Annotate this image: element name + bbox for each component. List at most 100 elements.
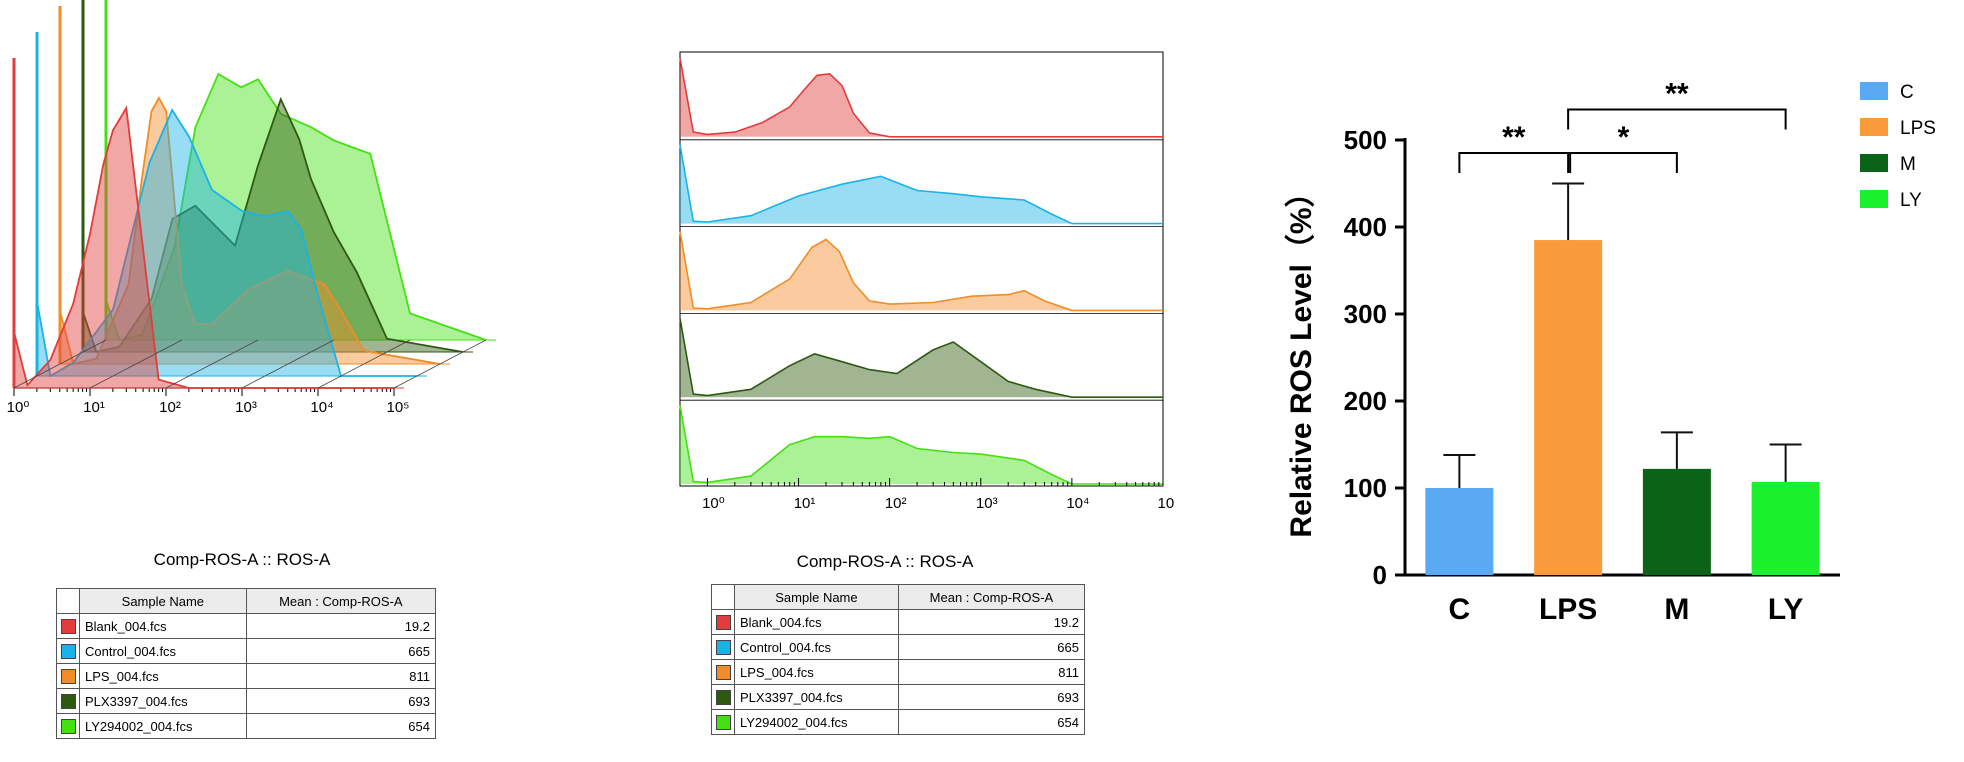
- x-tick-label: 10⁴: [1066, 495, 1089, 512]
- flow-3d-x-axis-label: Comp-ROS-A :: ROS-A: [153, 550, 331, 569]
- sample-mean: 665: [245, 638, 437, 664]
- histogram-fill: [60, 98, 440, 364]
- table-row: PLX3397_004.fcs 693: [56, 688, 437, 714]
- x-tick-label: 10²: [159, 399, 181, 416]
- histogram-fill: [14, 108, 394, 388]
- sample-mean: 811: [245, 663, 437, 689]
- table-row: LPS_004.fcs 811: [56, 663, 437, 689]
- floor-grid-line: [393, 339, 487, 389]
- sample-mean: 665: [897, 634, 1086, 660]
- color-swatch: [60, 694, 76, 710]
- row-fill: [680, 144, 1163, 224]
- flow-3d-panel: 10⁰ 10¹ 10² 10³ 10⁴ 10⁵ Comp-ROS-A :: ROS-A S…: [0, 0, 640, 757]
- bar-LY: [1751, 481, 1820, 575]
- color-swatch: [715, 665, 731, 681]
- table-header-2: Mean : Comp-ROS-A: [245, 588, 437, 614]
- table-header-1: Sample Name: [79, 588, 247, 614]
- bar-LPS: [1534, 240, 1603, 576]
- significance-label: **: [1502, 121, 1526, 154]
- row-color-cell: [711, 609, 735, 635]
- y-tick-label: 100: [1344, 473, 1387, 503]
- row-color-cell: [711, 709, 735, 735]
- sample-name: Blank_004.fcs: [734, 609, 899, 635]
- histogram-outline: [59, 96, 441, 366]
- histogram-layer-3: [81, 0, 473, 354]
- table-header-row: Sample Name Mean : Comp-ROS-A: [711, 584, 1086, 610]
- legend-swatch-LPS: [1860, 118, 1888, 136]
- row-outline: [679, 144, 1163, 225]
- stacked-row-1: [679, 144, 1163, 225]
- row-outline: [679, 57, 1163, 138]
- histogram-layer-2: [58, 6, 450, 366]
- row-color-cell: [56, 613, 80, 639]
- row-fill: [680, 405, 1163, 484]
- x-tick-label: 10⁵: [1158, 495, 1175, 512]
- histogram-outline: [82, 96, 464, 354]
- sample-mean: 693: [897, 684, 1086, 710]
- color-swatch: [715, 715, 731, 731]
- stacked-row-2: [679, 231, 1163, 312]
- stacked-row-3: [679, 318, 1163, 398]
- flow-stacked-panel: 10⁰ 10¹ 10² 10³ 10⁴ 10⁵ Comp-ROS-A :: ROS-A S…: [655, 0, 1180, 757]
- row-color-cell: [56, 663, 80, 689]
- table-row: Control_004.fcs 665: [711, 634, 1086, 660]
- x-tick-label: 10³: [976, 495, 998, 512]
- y-tick-label: 500: [1344, 125, 1387, 155]
- bar-C: [1425, 488, 1494, 575]
- color-swatch: [60, 619, 76, 635]
- color-swatch: [60, 669, 76, 685]
- table-header-row: Sample Name Mean : Comp-ROS-A: [56, 588, 437, 614]
- sample-name: LY294002_004.fcs: [734, 709, 899, 735]
- legend-swatch-C: [1860, 82, 1888, 100]
- x-tick-label: M: [1664, 593, 1689, 626]
- row-fill: [680, 231, 1163, 311]
- color-swatch: [715, 615, 731, 631]
- x-tick-label: 10¹: [794, 495, 816, 512]
- row-color-cell: [711, 684, 735, 710]
- table-row: Control_004.fcs 665: [56, 638, 437, 664]
- sample-mean: 693: [245, 688, 437, 714]
- color-swatch: [715, 640, 731, 656]
- legend-label: LPS: [1900, 118, 1936, 139]
- sample-name: PLX3397_004.fcs: [734, 684, 899, 710]
- x-tick-label: 10¹: [83, 399, 105, 416]
- flow-3d-sample-table: Sample Name Mean : Comp-ROS-A Blank_004.fc…: [56, 588, 437, 739]
- significance-label: **: [1665, 78, 1689, 111]
- sample-name: Control_004.fcs: [79, 638, 247, 664]
- significance-bracket: [1458, 152, 1570, 174]
- histogram-outline: [105, 72, 487, 342]
- color-swatch: [60, 644, 76, 660]
- sample-name: Blank_004.fcs: [79, 613, 247, 639]
- x-tick-label: 10²: [885, 495, 907, 512]
- x-tick-label: 10³: [235, 399, 257, 416]
- histogram-outline: [36, 108, 417, 378]
- sample-mean: 811: [897, 659, 1086, 685]
- table-header-1: Sample Name: [734, 584, 899, 610]
- histogram-fill: [106, 74, 486, 340]
- histogram-layer-4: [104, 0, 496, 342]
- table-row: Blank_004.fcs 19.2: [711, 609, 1086, 635]
- y-tick-label: 200: [1344, 386, 1387, 416]
- table-row: LY294002_004.fcs 654: [711, 709, 1086, 735]
- floor-grid-line: [165, 339, 259, 389]
- sample-mean: 19.2: [897, 609, 1086, 635]
- significance-label: *: [1618, 121, 1630, 154]
- plot-frame: [679, 51, 1164, 487]
- sample-mean: 19.2: [245, 613, 437, 639]
- row-color-cell: [56, 688, 80, 714]
- stacked-row-4: [679, 405, 1163, 485]
- row-outline: [679, 318, 1163, 398]
- x-tick-label: 10⁰: [7, 399, 30, 416]
- legend-label: C: [1900, 82, 1914, 103]
- row-color-cell: [56, 638, 80, 664]
- flow-stacked-x-axis-label: Comp-ROS-A :: ROS-A: [796, 552, 974, 571]
- x-tick-label: C: [1449, 593, 1471, 626]
- floor-grid-line: [13, 339, 107, 389]
- row-color-cell: [711, 659, 735, 685]
- table-row: Blank_004.fcs 19.2: [56, 613, 437, 639]
- flow-stacked-sample-table: Sample Name Mean : Comp-ROS-A Blank_004.fc…: [711, 584, 1086, 735]
- legend-label: LY: [1900, 190, 1922, 211]
- ros-bar-panel: 0 100 200 300 400 500 Relative ROS Level（%） C LP…: [1265, 0, 1964, 757]
- significance-bracket: [1569, 152, 1678, 174]
- x-tick-label: 10⁵: [387, 399, 410, 416]
